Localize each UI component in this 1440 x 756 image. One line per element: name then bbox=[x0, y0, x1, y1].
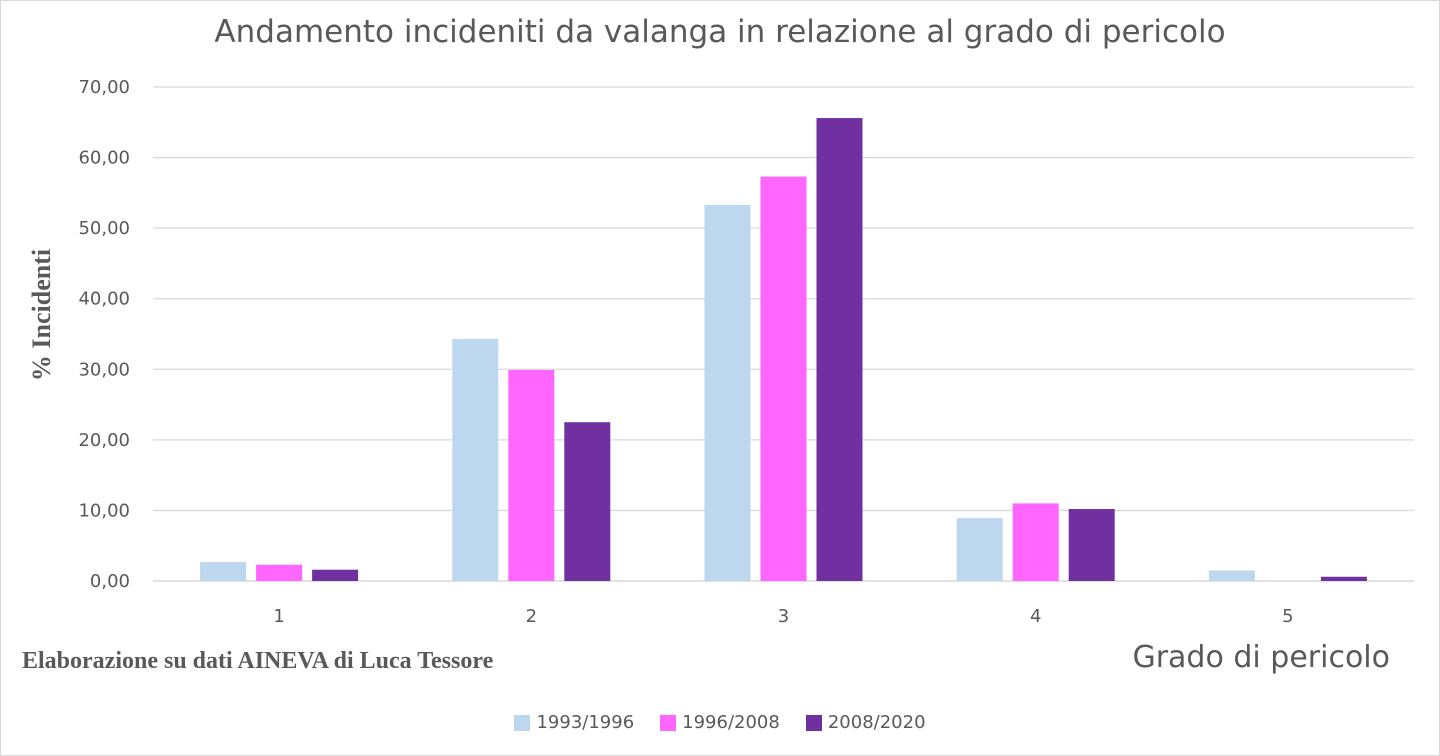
y-tick-label: 60,00 bbox=[78, 148, 130, 169]
legend-item: 1996/2008 bbox=[660, 712, 780, 733]
bar bbox=[760, 176, 807, 581]
y-tick-label: 70,00 bbox=[78, 77, 130, 98]
x-tick-label: 1 bbox=[273, 606, 284, 627]
chart-title: Andamento incideniti da valanga in relaz… bbox=[214, 14, 1226, 50]
bars bbox=[200, 118, 1367, 582]
y-tick-label: 50,00 bbox=[78, 218, 130, 239]
bar bbox=[1320, 576, 1367, 581]
bar bbox=[200, 561, 247, 581]
credit-text: Elaborazione su dati AINEVA di Luca Tess… bbox=[22, 648, 494, 674]
y-tick-label: 0,00 bbox=[90, 571, 130, 592]
legend-swatch bbox=[805, 714, 822, 731]
y-tick-label: 20,00 bbox=[78, 430, 130, 451]
legend-label: 2008/2020 bbox=[827, 712, 926, 733]
x-tick-label: 4 bbox=[1030, 606, 1041, 627]
y-axis-ticks: 0,00 10,00 20,00 30,00 40,00 50,00 60,00 70,00 bbox=[78, 77, 130, 592]
bar bbox=[1012, 503, 1059, 581]
x-axis-label: Grado di pericolo bbox=[1132, 640, 1390, 675]
y-tick-label: 30,00 bbox=[78, 359, 130, 380]
legend-swatch bbox=[514, 714, 531, 731]
x-tick-label: 2 bbox=[526, 606, 537, 627]
legend: 1993/1996 1996/2008 2008/2020 bbox=[0, 712, 1440, 733]
legend-label: 1996/2008 bbox=[682, 712, 780, 733]
y-axis-label: % Incidenti bbox=[27, 248, 56, 382]
bar bbox=[1068, 509, 1115, 581]
bar bbox=[564, 422, 611, 581]
x-tick-label: 5 bbox=[1282, 606, 1293, 627]
legend-item: 1993/1996 bbox=[514, 712, 634, 733]
legend-item: 2008/2020 bbox=[805, 712, 926, 733]
x-axis-ticks: 1 2 3 4 5 bbox=[273, 606, 1293, 627]
bar bbox=[508, 369, 555, 581]
bar bbox=[452, 338, 499, 581]
bar bbox=[956, 518, 1003, 581]
bar bbox=[816, 118, 863, 582]
x-tick-label: 3 bbox=[778, 606, 789, 627]
legend-label: 1993/1996 bbox=[536, 712, 635, 733]
bar bbox=[256, 564, 303, 581]
bar bbox=[704, 204, 751, 581]
y-tick-label: 40,00 bbox=[78, 289, 130, 310]
bar bbox=[312, 569, 359, 581]
legend-swatch bbox=[660, 714, 677, 731]
y-tick-label: 10,00 bbox=[78, 500, 130, 521]
bar bbox=[1208, 570, 1255, 581]
